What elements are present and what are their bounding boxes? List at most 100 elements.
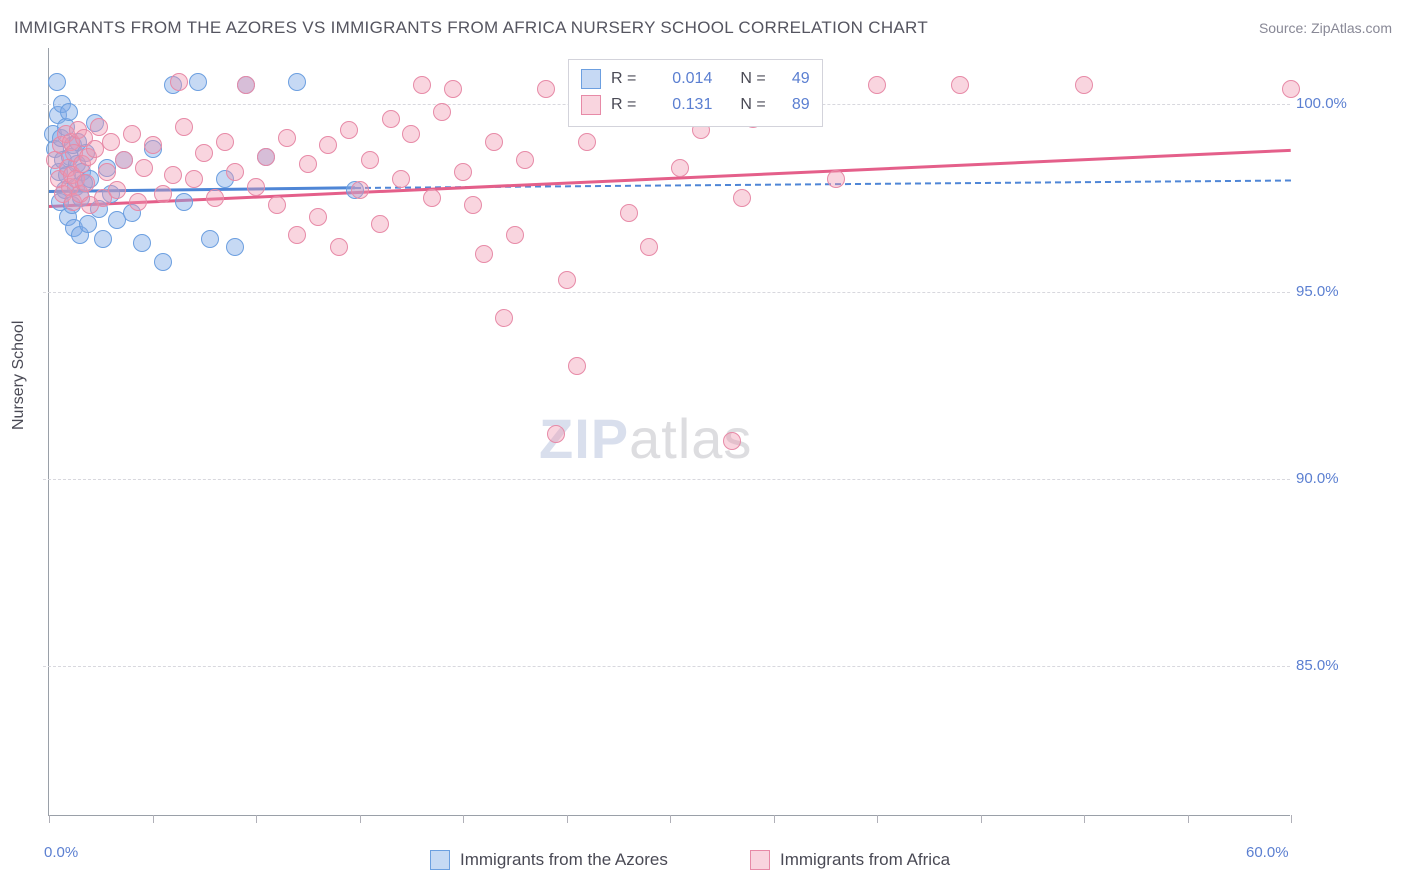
data-point: [154, 253, 172, 271]
data-point: [733, 189, 751, 207]
x-tick: [360, 815, 361, 823]
data-point: [98, 163, 116, 181]
data-point: [361, 151, 379, 169]
legend-swatch: [750, 850, 770, 870]
legend-n-label: N =: [740, 70, 765, 88]
data-point: [330, 238, 348, 256]
data-point: [185, 170, 203, 188]
grid-line: [43, 292, 1290, 293]
data-point: [640, 238, 658, 256]
data-point: [371, 215, 389, 233]
grid-line: [43, 479, 1290, 480]
x-tick-label: 0.0%: [44, 844, 78, 861]
legend-swatch: [581, 69, 601, 89]
x-tick: [774, 815, 775, 823]
data-point: [48, 73, 66, 91]
data-point: [129, 193, 147, 211]
series-legend-item: Immigrants from Africa: [750, 850, 950, 870]
x-tick: [877, 815, 878, 823]
data-point: [433, 103, 451, 121]
x-tick: [49, 815, 50, 823]
data-point: [133, 234, 151, 252]
chart-header: IMMIGRANTS FROM THE AZORES VS IMMIGRANTS…: [14, 18, 1392, 38]
y-tick-label: 85.0%: [1296, 657, 1339, 674]
grid-line: [43, 666, 1290, 667]
data-point: [454, 163, 472, 181]
data-point: [60, 103, 78, 121]
series-label: Immigrants from the Azores: [460, 850, 668, 870]
data-point: [827, 170, 845, 188]
data-point: [464, 196, 482, 214]
data-point: [175, 193, 193, 211]
data-point: [123, 125, 141, 143]
data-point: [206, 189, 224, 207]
data-point: [671, 159, 689, 177]
legend-row: R = 0.131 N = 89: [581, 92, 810, 118]
series-label: Immigrants from Africa: [780, 850, 950, 870]
y-tick-label: 90.0%: [1296, 470, 1339, 487]
x-tick: [1291, 815, 1292, 823]
data-point: [558, 271, 576, 289]
data-point: [382, 110, 400, 128]
series-legend-item: Immigrants from the Azores: [430, 850, 668, 870]
data-point: [506, 226, 524, 244]
x-tick: [463, 815, 464, 823]
data-point: [620, 204, 638, 222]
data-point: [154, 185, 172, 203]
y-tick-label: 100.0%: [1296, 95, 1347, 112]
data-point: [951, 76, 969, 94]
source-attribution: Source: ZipAtlas.com: [1259, 20, 1392, 36]
data-point: [444, 80, 462, 98]
data-point: [247, 178, 265, 196]
data-point: [237, 76, 255, 94]
data-point: [351, 181, 369, 199]
x-tick: [256, 815, 257, 823]
legend-n-label: N =: [740, 96, 765, 114]
data-point: [578, 133, 596, 151]
data-point: [77, 174, 95, 192]
data-point: [299, 155, 317, 173]
legend-r-label: R =: [611, 96, 636, 114]
legend-r-label: R =: [611, 70, 636, 88]
legend-r-value: 0.014: [650, 70, 712, 88]
legend-n-value: 89: [780, 96, 810, 114]
data-point: [423, 189, 441, 207]
data-point: [144, 136, 162, 154]
legend-row: R = 0.014 N = 49: [581, 66, 810, 92]
data-point: [392, 170, 410, 188]
data-point: [90, 118, 108, 136]
data-point: [485, 133, 503, 151]
x-tick: [153, 815, 154, 823]
watermark: ZIPatlas: [539, 406, 752, 471]
legend-swatch: [430, 850, 450, 870]
scatter-plot-area: ZIPatlas: [48, 48, 1290, 816]
data-point: [170, 73, 188, 91]
x-tick: [1084, 815, 1085, 823]
data-point: [195, 144, 213, 162]
data-point: [79, 215, 97, 233]
y-tick-label: 95.0%: [1296, 283, 1339, 300]
data-point: [516, 151, 534, 169]
chart-title: IMMIGRANTS FROM THE AZORES VS IMMIGRANTS…: [14, 18, 928, 38]
data-point: [86, 140, 104, 158]
data-point: [495, 309, 513, 327]
data-point: [723, 432, 741, 450]
data-point: [175, 118, 193, 136]
data-point: [278, 129, 296, 147]
legend-r-value: 0.131: [650, 96, 712, 114]
data-point: [288, 73, 306, 91]
correlation-legend: R = 0.014 N = 49 R = 0.131 N = 89: [568, 59, 823, 127]
data-point: [547, 425, 565, 443]
data-point: [413, 76, 431, 94]
data-point: [226, 163, 244, 181]
data-point: [568, 357, 586, 375]
data-point: [201, 230, 219, 248]
data-point: [288, 226, 306, 244]
x-tick: [981, 815, 982, 823]
y-axis-title: Nursery School: [10, 321, 28, 430]
legend-n-value: 49: [780, 70, 810, 88]
data-point: [108, 181, 126, 199]
data-point: [226, 238, 244, 256]
data-point: [537, 80, 555, 98]
data-point: [1075, 76, 1093, 94]
